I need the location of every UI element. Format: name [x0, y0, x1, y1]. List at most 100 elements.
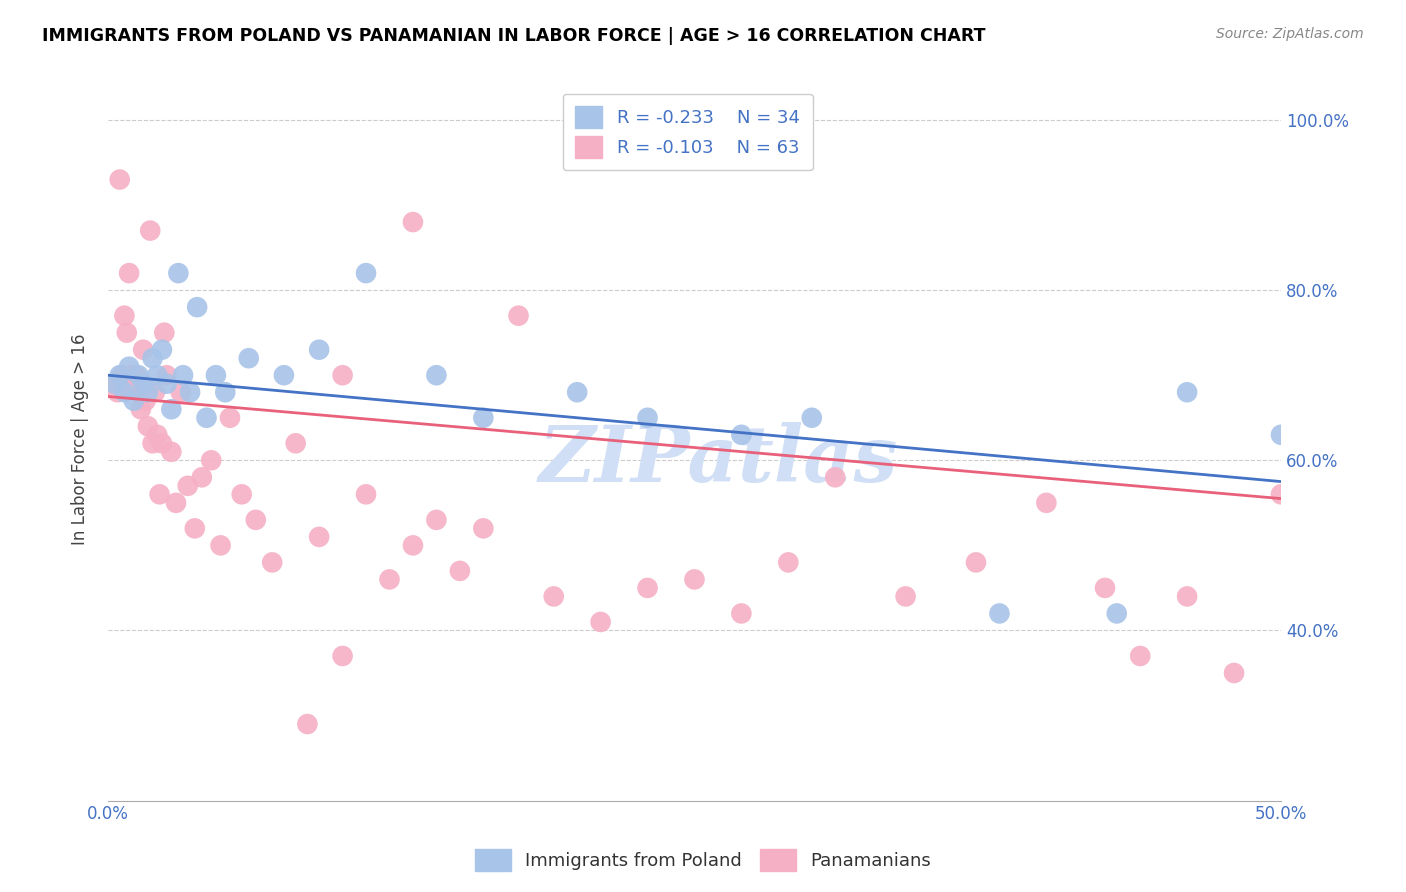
Point [273, 368, 295, 383]
Point [637, 410, 659, 425]
Point [472, 521, 495, 535]
Point [589, 615, 612, 629]
Point [332, 648, 354, 663]
Point [179, 385, 201, 400]
Point [425, 368, 447, 383]
Point [108, 172, 131, 186]
Point [150, 343, 173, 357]
Text: ZIPatlas: ZIPatlas [538, 423, 897, 499]
Point [142, 436, 165, 450]
Point [262, 555, 284, 569]
Point [508, 309, 530, 323]
Point [402, 538, 425, 552]
Point [245, 513, 267, 527]
Point [111, 368, 134, 383]
Point [297, 717, 319, 731]
Point [160, 402, 183, 417]
Point [127, 385, 149, 400]
Point [150, 436, 173, 450]
Point [1105, 607, 1128, 621]
Point [142, 351, 165, 366]
Point [160, 444, 183, 458]
Point [637, 581, 659, 595]
Point [125, 368, 148, 383]
Point [308, 343, 330, 357]
Point [402, 215, 425, 229]
Point [730, 427, 752, 442]
Point [115, 326, 138, 340]
Legend: Immigrants from Poland, Panamanians: Immigrants from Poland, Panamanians [467, 842, 939, 879]
Point [425, 513, 447, 527]
Point [800, 410, 823, 425]
Point [1175, 590, 1198, 604]
Point [195, 410, 218, 425]
Point [177, 479, 200, 493]
Point [730, 607, 752, 621]
Point [170, 385, 193, 400]
Point [543, 590, 565, 604]
Point [139, 224, 162, 238]
Y-axis label: In Labor Force | Age > 16: In Labor Force | Age > 16 [72, 334, 89, 545]
Point [472, 410, 495, 425]
Point [153, 326, 176, 340]
Point [184, 521, 207, 535]
Point [894, 590, 917, 604]
Point [112, 385, 135, 400]
Text: IMMIGRANTS FROM POLAND VS PANAMANIAN IN LABOR FORCE | AGE > 16 CORRELATION CHART: IMMIGRANTS FROM POLAND VS PANAMANIAN IN … [42, 27, 986, 45]
Point [988, 607, 1011, 621]
Point [127, 368, 149, 383]
Point [191, 470, 214, 484]
Point [209, 538, 232, 552]
Point [136, 419, 159, 434]
Point [683, 573, 706, 587]
Point [122, 393, 145, 408]
Point [167, 266, 190, 280]
Point [354, 266, 377, 280]
Point [120, 368, 142, 383]
Point [1175, 385, 1198, 400]
Point [172, 368, 194, 383]
Point [105, 385, 128, 400]
Point [156, 368, 179, 383]
Point [1270, 427, 1292, 442]
Point [136, 385, 159, 400]
Point [1094, 581, 1116, 595]
Point [567, 385, 589, 400]
Point [129, 402, 152, 417]
Text: Source: ZipAtlas.com: Source: ZipAtlas.com [1216, 27, 1364, 41]
Point [219, 410, 242, 425]
Point [112, 309, 135, 323]
Point [146, 427, 169, 442]
Point [778, 555, 800, 569]
Point [1223, 665, 1246, 680]
Point [205, 368, 228, 383]
Point [378, 573, 401, 587]
Point [186, 300, 208, 314]
Point [165, 496, 187, 510]
Point [104, 376, 127, 391]
Point [108, 368, 131, 383]
Point [200, 453, 222, 467]
Point [122, 376, 145, 391]
Point [143, 385, 166, 400]
Point [1270, 487, 1292, 501]
Point [308, 530, 330, 544]
Point [149, 487, 172, 501]
Point [449, 564, 471, 578]
Point [146, 368, 169, 383]
Point [332, 368, 354, 383]
Point [118, 359, 141, 374]
Point [132, 343, 155, 357]
Point [156, 376, 179, 391]
Point [284, 436, 307, 450]
Legend: R = -0.233    N = 34, R = -0.103    N = 63: R = -0.233 N = 34, R = -0.103 N = 63 [562, 94, 813, 170]
Point [104, 376, 127, 391]
Point [238, 351, 260, 366]
Point [231, 487, 253, 501]
Point [135, 393, 157, 408]
Point [1129, 648, 1152, 663]
Point [118, 266, 141, 280]
Point [965, 555, 987, 569]
Point [354, 487, 377, 501]
Point [132, 376, 155, 391]
